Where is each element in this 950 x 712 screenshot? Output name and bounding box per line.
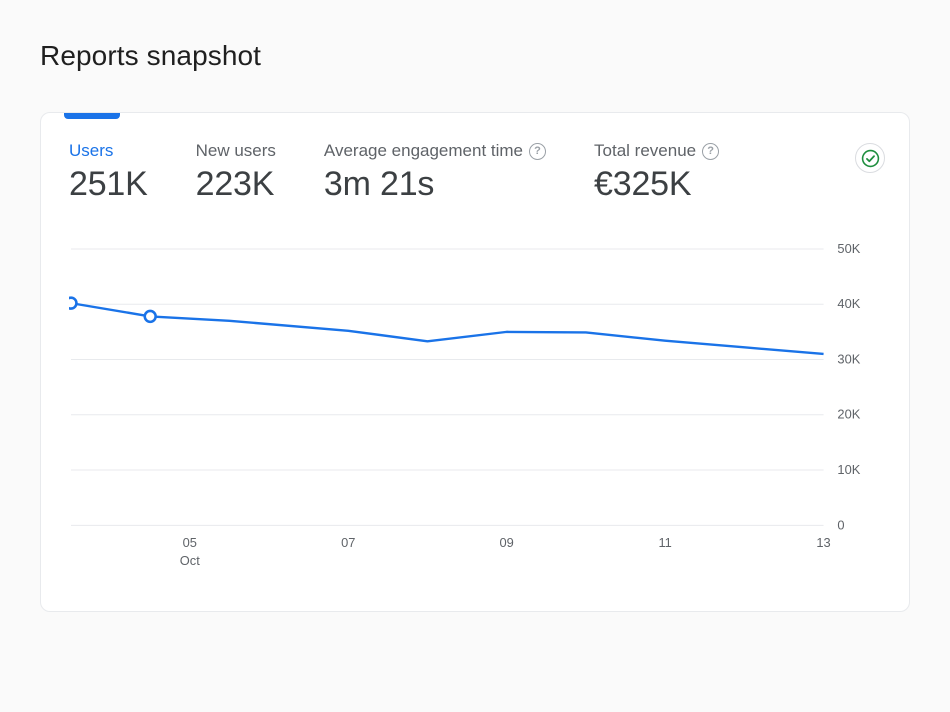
- y-axis-label: 50K: [837, 243, 860, 256]
- metric-avg-engagement[interactable]: Average engagement time ? 3m 21s: [324, 141, 546, 204]
- metric-value: €325K: [594, 165, 719, 204]
- y-axis-label: 20K: [837, 407, 860, 422]
- metrics-row: Users 251K New users 223K Average engage…: [41, 113, 909, 204]
- series-line: [71, 303, 824, 354]
- metric-label: Total revenue: [594, 141, 696, 161]
- metric-value: 223K: [196, 165, 276, 204]
- metric-value: 251K: [69, 165, 148, 204]
- y-axis-label: 40K: [837, 296, 860, 311]
- page-title: Reports snapshot: [40, 40, 910, 72]
- metric-label: Users: [69, 141, 113, 161]
- metric-label: Average engagement time: [324, 141, 523, 161]
- users-line-chart: 0 10K 20K 30K 40K 50K 05 07 09 11 13 Oct: [69, 243, 881, 581]
- metric-users[interactable]: Users 251K: [69, 141, 148, 204]
- y-axis-label: 0: [837, 517, 844, 532]
- x-axis-label: 09: [500, 535, 514, 550]
- x-axis-label: 11: [658, 535, 671, 550]
- y-axis-label: 30K: [837, 351, 860, 366]
- status-check-badge[interactable]: [855, 143, 885, 173]
- metric-total-revenue[interactable]: Total revenue ? €325K: [594, 141, 719, 204]
- series-marker: [69, 298, 76, 309]
- metric-label: New users: [196, 141, 276, 161]
- x-axis-label: 07: [341, 535, 355, 550]
- check-circle-icon: [861, 149, 880, 168]
- y-axis-label: 10K: [837, 462, 860, 477]
- series-marker: [145, 311, 156, 322]
- x-axis-label: 13: [816, 535, 830, 550]
- x-axis-label: 05: [183, 535, 197, 550]
- metric-value: 3m 21s: [324, 165, 546, 204]
- help-icon[interactable]: ?: [529, 143, 546, 160]
- help-icon[interactable]: ?: [702, 143, 719, 160]
- chart-svg: 0 10K 20K 30K 40K 50K 05 07 09 11 13 Oct: [69, 243, 881, 581]
- metric-new-users[interactable]: New users 223K: [196, 141, 276, 204]
- overview-card: Users 251K New users 223K Average engage…: [40, 112, 910, 612]
- x-axis-month-label: Oct: [180, 553, 200, 568]
